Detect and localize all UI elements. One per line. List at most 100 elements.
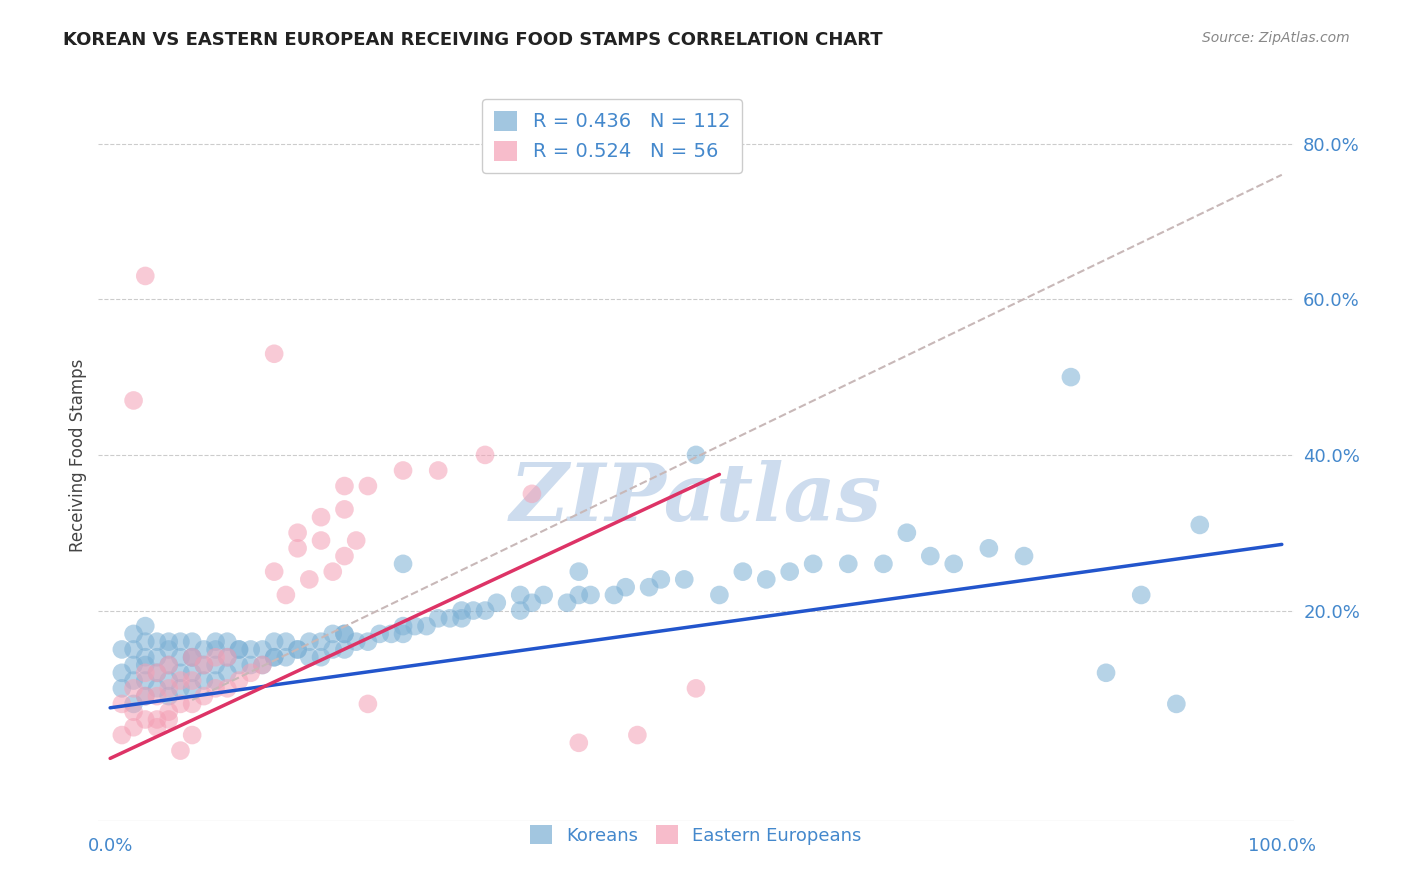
Point xyxy=(204,658,226,673)
Point xyxy=(450,611,472,625)
Point xyxy=(1166,697,1188,711)
Point xyxy=(520,596,543,610)
Point xyxy=(193,673,215,688)
Point xyxy=(837,557,859,571)
Point xyxy=(134,268,156,283)
Point xyxy=(122,681,145,696)
Point xyxy=(193,658,215,673)
Point xyxy=(287,642,309,657)
Point xyxy=(134,634,156,648)
Point xyxy=(217,650,239,665)
Point xyxy=(274,634,297,648)
Point xyxy=(1130,588,1153,602)
Point xyxy=(157,673,180,688)
Point xyxy=(169,673,191,688)
Point xyxy=(357,697,380,711)
Point xyxy=(344,634,367,648)
Point xyxy=(181,697,204,711)
Point xyxy=(474,448,496,462)
Point xyxy=(779,565,801,579)
Point xyxy=(181,634,204,648)
Point xyxy=(169,634,191,648)
Point xyxy=(228,642,250,657)
Point xyxy=(427,463,450,477)
Point xyxy=(134,665,156,680)
Point xyxy=(263,634,285,648)
Point xyxy=(650,573,672,587)
Point xyxy=(942,557,965,571)
Point xyxy=(333,502,356,516)
Point xyxy=(157,634,180,648)
Point xyxy=(122,673,145,688)
Point xyxy=(204,673,226,688)
Point xyxy=(309,634,332,648)
Point xyxy=(252,658,274,673)
Text: KOREAN VS EASTERN EUROPEAN RECEIVING FOOD STAMPS CORRELATION CHART: KOREAN VS EASTERN EUROPEAN RECEIVING FOO… xyxy=(63,31,883,49)
Point xyxy=(111,665,134,680)
Point xyxy=(263,650,285,665)
Point xyxy=(392,619,415,633)
Point xyxy=(217,634,239,648)
Point xyxy=(146,665,169,680)
Point xyxy=(801,557,824,571)
Point xyxy=(146,713,169,727)
Point xyxy=(193,689,215,703)
Point xyxy=(239,642,262,657)
Point xyxy=(520,487,543,501)
Point xyxy=(181,673,204,688)
Point xyxy=(509,588,531,602)
Point xyxy=(274,588,297,602)
Point xyxy=(122,658,145,673)
Point xyxy=(287,642,309,657)
Point xyxy=(169,697,191,711)
Point xyxy=(404,619,426,633)
Point xyxy=(755,573,778,587)
Point xyxy=(217,665,239,680)
Point xyxy=(204,642,226,657)
Point xyxy=(333,627,356,641)
Point xyxy=(533,588,555,602)
Point xyxy=(134,619,156,633)
Point xyxy=(450,603,472,617)
Point xyxy=(157,705,180,719)
Point xyxy=(157,681,180,696)
Point xyxy=(415,619,437,633)
Point xyxy=(134,689,156,703)
Point xyxy=(122,720,145,734)
Point xyxy=(1012,549,1035,563)
Point xyxy=(555,596,578,610)
Point xyxy=(274,650,297,665)
Point xyxy=(134,650,156,665)
Point xyxy=(111,697,134,711)
Point xyxy=(474,603,496,617)
Point xyxy=(157,642,180,657)
Point xyxy=(380,627,402,641)
Point xyxy=(181,728,204,742)
Point xyxy=(157,658,180,673)
Point xyxy=(322,642,344,657)
Point xyxy=(146,650,169,665)
Point xyxy=(134,658,156,673)
Point xyxy=(322,627,344,641)
Point xyxy=(169,665,191,680)
Point xyxy=(122,393,145,408)
Point xyxy=(228,673,250,688)
Point xyxy=(673,573,696,587)
Point xyxy=(1095,665,1118,680)
Point xyxy=(157,713,180,727)
Text: Source: ZipAtlas.com: Source: ZipAtlas.com xyxy=(1202,31,1350,45)
Point xyxy=(614,580,637,594)
Point xyxy=(287,541,309,556)
Point xyxy=(333,479,356,493)
Point xyxy=(392,463,415,477)
Point xyxy=(193,642,215,657)
Point xyxy=(509,603,531,617)
Point xyxy=(111,681,134,696)
Point xyxy=(309,510,332,524)
Point xyxy=(122,642,145,657)
Point xyxy=(333,642,356,657)
Point xyxy=(322,565,344,579)
Point xyxy=(204,681,226,696)
Point xyxy=(146,681,169,696)
Point xyxy=(239,658,262,673)
